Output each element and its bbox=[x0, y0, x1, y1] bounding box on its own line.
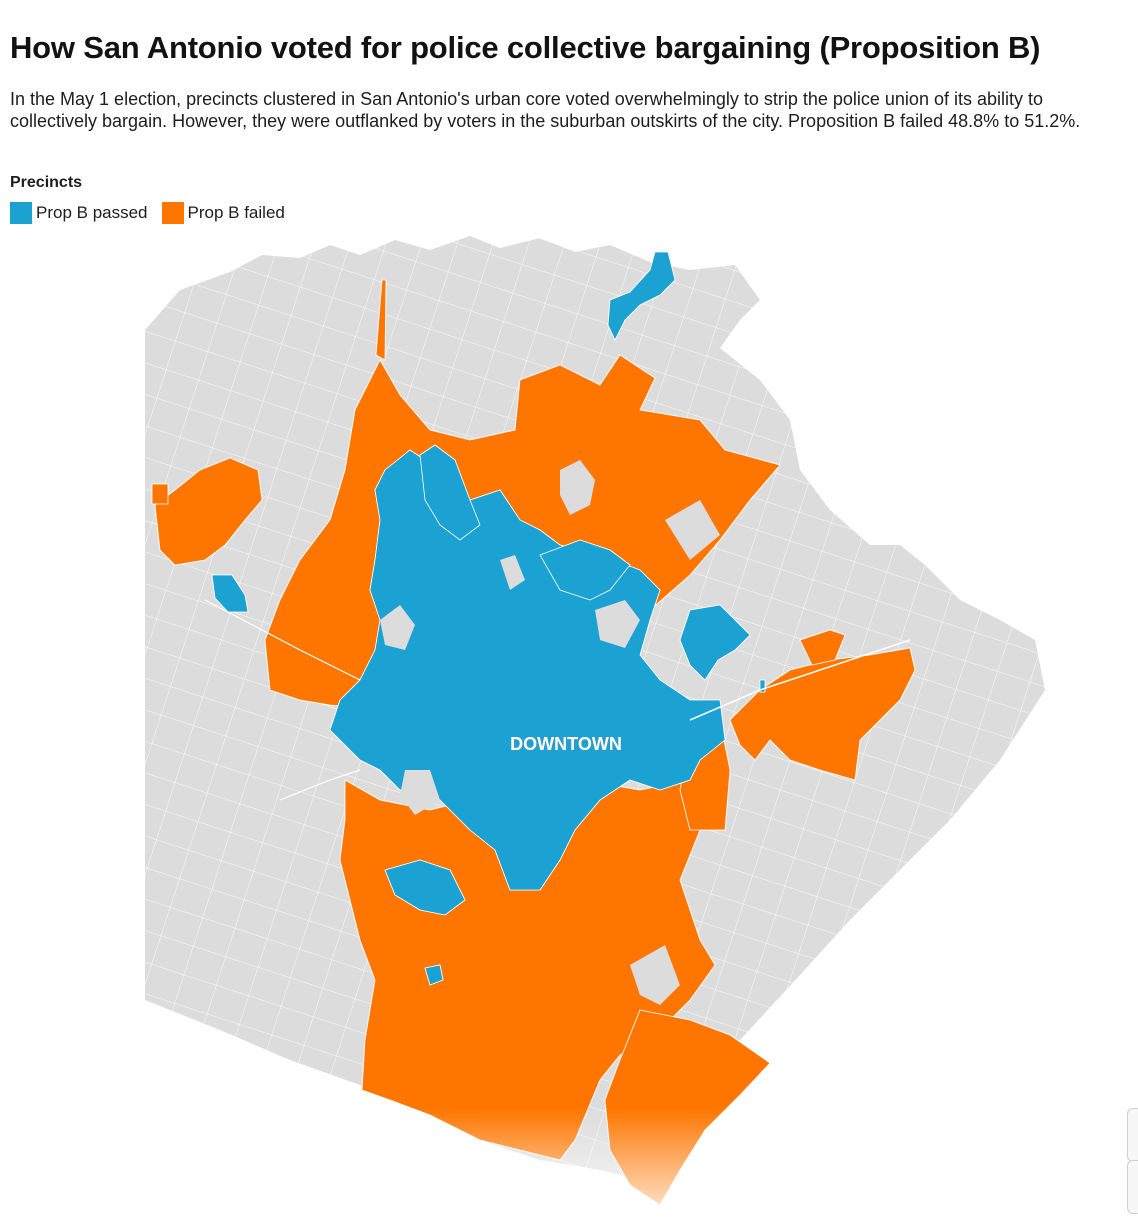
legend: Prop B passed Prop B failed bbox=[10, 202, 299, 224]
legend-item-passed: Prop B passed bbox=[10, 202, 148, 224]
legend-swatch-passed bbox=[10, 202, 32, 224]
area-hole-south bbox=[630, 945, 680, 1005]
scroll-handle-upper[interactable] bbox=[1127, 1108, 1138, 1162]
area-hole-mid bbox=[500, 555, 525, 590]
chart-description: In the May 1 election, precincts cluster… bbox=[10, 89, 1081, 131]
area-hole-east bbox=[665, 500, 720, 560]
legend-item-failed: Prop B failed bbox=[161, 202, 285, 224]
downtown-label: DOWNTOWN bbox=[510, 734, 622, 754]
area-hole-southwest bbox=[400, 770, 440, 815]
area-hole-west bbox=[380, 605, 415, 650]
scroll-handle-lower[interactable] bbox=[1127, 1160, 1138, 1214]
area-hole-northeast bbox=[595, 600, 640, 648]
legend-swatch-failed bbox=[161, 202, 184, 224]
chart-title: How San Antonio voted for police collect… bbox=[10, 30, 1041, 65]
unincorporated-areas bbox=[380, 460, 720, 1005]
road-lines bbox=[204, 599, 911, 801]
precinct-map[interactable]: DOWNTOWN bbox=[0, 230, 1138, 1218]
legend-label-passed: Prop B passed bbox=[36, 203, 148, 222]
precinct-map-svg[interactable]: DOWNTOWN bbox=[0, 230, 1138, 1218]
area-hole-north bbox=[560, 460, 595, 515]
legend-title: Precincts bbox=[10, 174, 83, 191]
legend-label-failed: Prop B failed bbox=[187, 203, 285, 222]
